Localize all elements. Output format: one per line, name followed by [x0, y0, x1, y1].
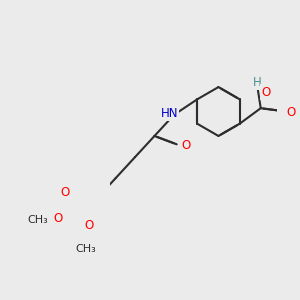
Text: O: O — [286, 106, 296, 118]
Text: CH₃: CH₃ — [76, 244, 97, 254]
Text: H: H — [253, 76, 261, 89]
Text: O: O — [60, 186, 70, 199]
Text: CH₃: CH₃ — [27, 215, 48, 225]
Text: O: O — [261, 85, 270, 99]
Text: O: O — [85, 219, 94, 232]
Text: O: O — [181, 139, 190, 152]
Text: O: O — [53, 212, 63, 225]
Text: HN: HN — [161, 107, 178, 120]
